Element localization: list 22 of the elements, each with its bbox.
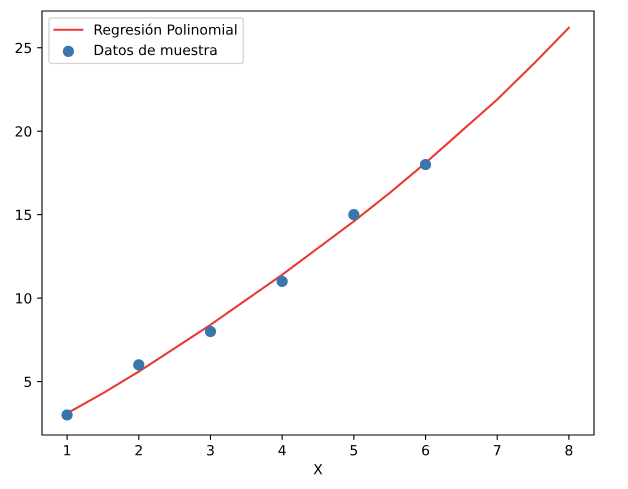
x-axis-title: X [314,464,322,474]
point [133,359,144,370]
y-tick-label: 5 [24,376,32,388]
legend-label: Datos de muestra [94,44,216,56]
point [420,158,432,170]
point [204,326,216,338]
x-tick-label: 5 [350,445,358,456]
y-tick-label: 25 [16,42,32,54]
x-tick-label: 4 [278,445,286,456]
point [276,276,288,288]
y-tick-label: 20 [16,126,32,137]
y-tick-label: 15 [16,210,32,220]
y-tick-label: 10 [16,293,32,304]
x-tick-label: 7 [494,445,500,456]
x-tick-label: 1 [64,445,70,456]
point [348,209,360,220]
x-tick-label: 2 [135,444,142,456]
x-tick-label: 6 [422,444,430,456]
point [61,409,73,421]
x-tick-label: 8 [565,444,572,456]
x-tick-label: 3 [207,444,214,456]
legend-label: Regresión Polinomial [94,24,236,38]
